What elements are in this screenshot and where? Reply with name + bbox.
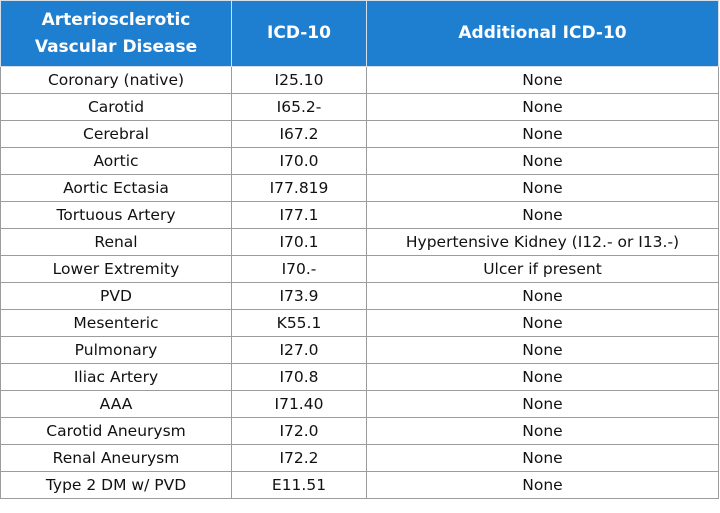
table-row: Mesenteric K55.1 None (0, 309, 719, 337)
cell-disease: Coronary (native) (0, 66, 232, 94)
cell-disease: Lower Extremity (0, 255, 232, 283)
cell-disease: Pulmonary (0, 336, 232, 364)
cell-disease: Tortuous Artery (0, 201, 232, 229)
cell-icd10: I72.0 (231, 417, 367, 445)
table-row: PVD I73.9 None (0, 282, 719, 310)
cell-additional-icd10: None (366, 390, 719, 418)
cell-additional-icd10: None (366, 120, 719, 148)
cell-icd10: I70.- (231, 255, 367, 283)
cell-icd10: I25.10 (231, 66, 367, 94)
cell-additional-icd10: None (366, 363, 719, 391)
table-body: Coronary (native) I25.10 None Carotid I65.2-… (0, 66, 719, 499)
cell-disease: Aortic (0, 147, 232, 175)
cell-additional-icd10: None (366, 147, 719, 175)
cell-disease: Type 2 DM w/ PVD (0, 471, 232, 499)
cell-icd10: I73.9 (231, 282, 367, 310)
header-disease-line1: Arteriosclerotic (41, 9, 191, 30)
cell-disease: Renal (0, 228, 232, 256)
table-row: Aortic I70.0 None (0, 147, 719, 175)
cell-additional-icd10: None (366, 471, 719, 499)
table-row: Coronary (native) I25.10 None (0, 66, 719, 94)
cell-additional-icd10: None (366, 336, 719, 364)
cell-disease: Cerebral (0, 120, 232, 148)
cell-additional-icd10: Hypertensive Kidney (I12.- or I13.-) (366, 228, 719, 256)
header-additional-icd10: Additional ICD-10 (366, 0, 719, 67)
header-disease: Arteriosclerotic Vascular Disease (0, 0, 232, 67)
header-disease-line2: Vascular Disease (34, 36, 198, 57)
cell-additional-icd10: None (366, 444, 719, 472)
cell-icd10: I65.2- (231, 93, 367, 121)
cell-icd10: I70.8 (231, 363, 367, 391)
cell-additional-icd10: None (366, 282, 719, 310)
header-row: Arteriosclerotic Vascular Disease ICD-10… (0, 0, 719, 67)
icd10-table: Arteriosclerotic Vascular Disease ICD-10… (0, 0, 719, 499)
cell-disease: Aortic Ectasia (0, 174, 232, 202)
table-row: Tortuous Artery I77.1 None (0, 201, 719, 229)
cell-disease: PVD (0, 282, 232, 310)
cell-icd10: E11.51 (231, 471, 367, 499)
cell-additional-icd10: None (366, 201, 719, 229)
table-row: AAA I71.40 None (0, 390, 719, 418)
cell-disease: Iliac Artery (0, 363, 232, 391)
cell-disease: Carotid (0, 93, 232, 121)
table-row: Carotid Aneurysm I72.0 None (0, 417, 719, 445)
cell-disease: Carotid Aneurysm (0, 417, 232, 445)
table-row: Pulmonary I27.0 None (0, 336, 719, 364)
header-icd10: ICD-10 (231, 0, 367, 67)
table-row: Iliac Artery I70.8 None (0, 363, 719, 391)
table-row: Type 2 DM w/ PVD E11.51 None (0, 471, 719, 499)
table-row: Renal Aneurysm I72.2 None (0, 444, 719, 472)
cell-icd10: I67.2 (231, 120, 367, 148)
cell-icd10: I77.819 (231, 174, 367, 202)
cell-disease: Renal Aneurysm (0, 444, 232, 472)
cell-icd10: I71.40 (231, 390, 367, 418)
cell-icd10: I77.1 (231, 201, 367, 229)
cell-additional-icd10: None (366, 66, 719, 94)
cell-icd10: I72.2 (231, 444, 367, 472)
cell-icd10: I70.1 (231, 228, 367, 256)
cell-additional-icd10: None (366, 417, 719, 445)
cell-additional-icd10: None (366, 309, 719, 337)
table-row: Renal I70.1 Hypertensive Kidney (I12.- or … (0, 228, 719, 256)
table-row: Lower Extremity I70.- Ulcer if present (0, 255, 719, 283)
cell-disease: AAA (0, 390, 232, 418)
cell-additional-icd10: None (366, 93, 719, 121)
cell-additional-icd10: None (366, 174, 719, 202)
table-row: Aortic Ectasia I77.819 None (0, 174, 719, 202)
cell-disease: Mesenteric (0, 309, 232, 337)
table-row: Cerebral I67.2 None (0, 120, 719, 148)
cell-additional-icd10: Ulcer if present (366, 255, 719, 283)
cell-icd10: I27.0 (231, 336, 367, 364)
cell-icd10: I70.0 (231, 147, 367, 175)
cell-icd10: K55.1 (231, 309, 367, 337)
table-row: Carotid I65.2- None (0, 93, 719, 121)
table-header: Arteriosclerotic Vascular Disease ICD-10… (0, 0, 719, 67)
